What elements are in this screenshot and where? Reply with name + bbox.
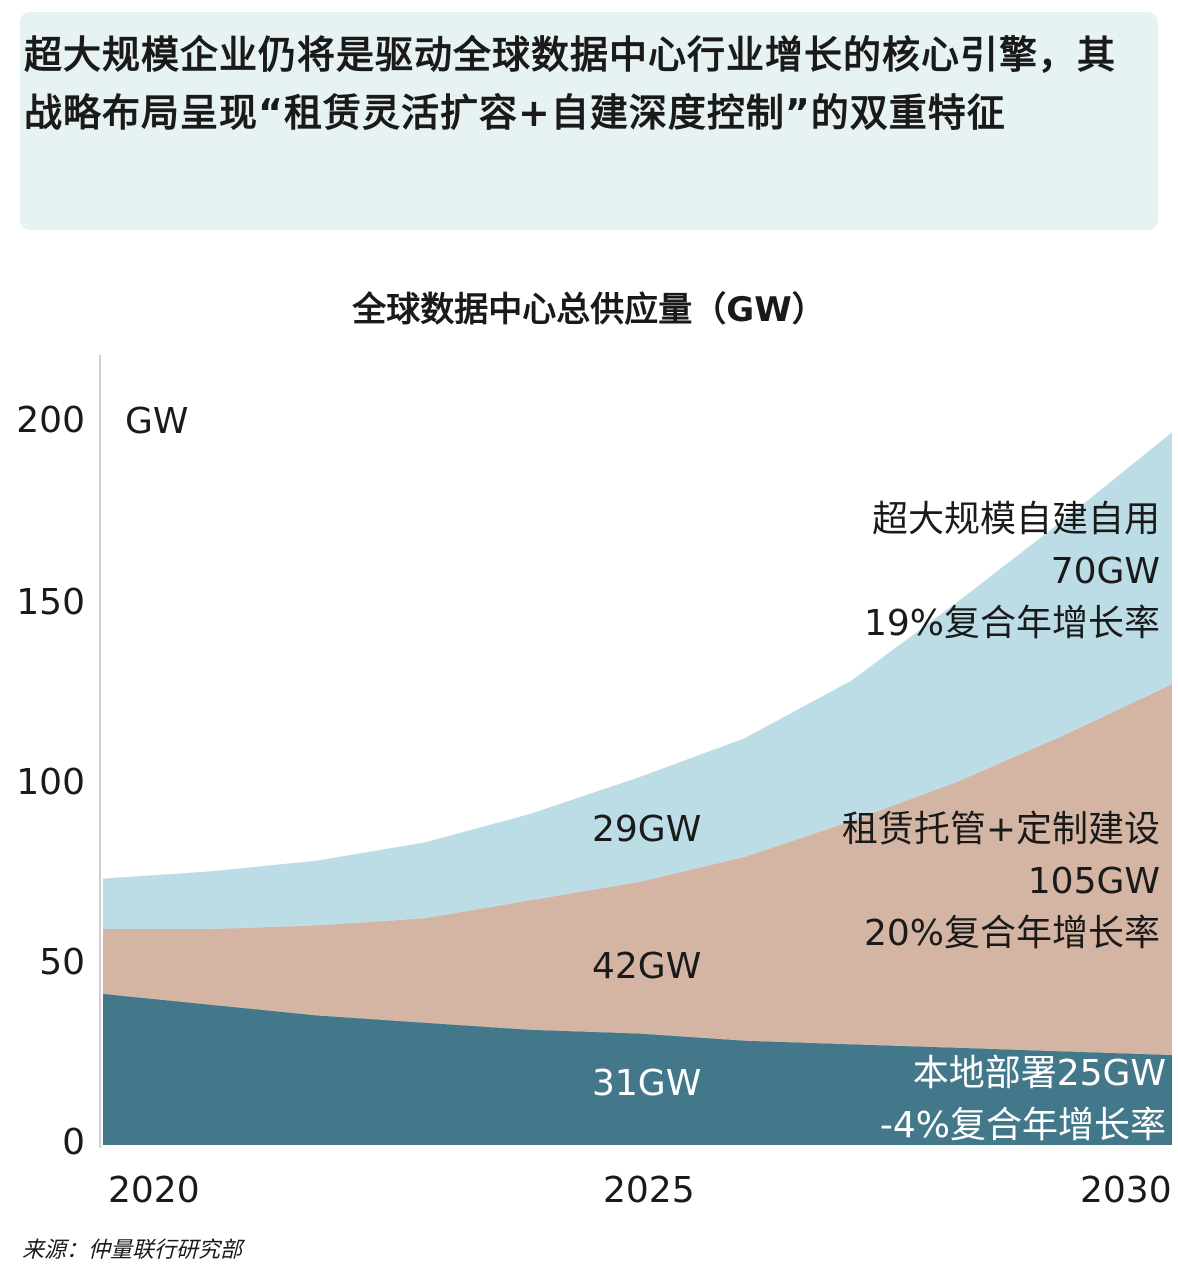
y-unit-label: GW [125,401,189,442]
area-local [103,993,1172,1145]
source-note: 来源：仲量联行研究部 [22,1238,243,1263]
y-tick-200: 200 [16,400,85,441]
label-local-2025: 31GW [592,1063,702,1104]
label-lease-cagr: 20%复合年增长率 [863,913,1160,954]
label-hyper-name: 超大规模自建自用 [871,499,1160,540]
label-lease-name: 租赁托管+定制建设 [841,809,1160,850]
label-local-name: 本地部署25GW [912,1053,1166,1094]
x-tick-2025: 2025 [603,1170,695,1211]
x-tick-2030: 2030 [1080,1170,1172,1211]
label-local-cagr: -4%复合年增长率 [879,1105,1166,1146]
area-hyper [103,432,1172,929]
area-lease [103,684,1172,1055]
chart-title: 全球数据中心总供应量（GW） [352,290,826,330]
label-lease-2030: 105GW [1027,861,1160,902]
label-lease-2025: 42GW [592,946,702,987]
label-hyper-2030: 70GW [1050,551,1160,592]
y-tick-100: 100 [16,762,85,803]
label-hyper-cagr: 19%复合年增长率 [863,603,1160,644]
y-tick-50: 50 [39,942,85,983]
label-hyper-2025: 29GW [592,809,702,850]
headline: 超大规模企业仍将是驱动全球数据中心行业增长的核心引擎，其战略布局呈现“租赁灵活扩… [24,33,1117,135]
x-tick-2020: 2020 [108,1170,200,1211]
headline-box [20,12,1158,230]
y-tick-0: 0 [62,1122,85,1163]
y-tick-150: 150 [16,582,85,623]
